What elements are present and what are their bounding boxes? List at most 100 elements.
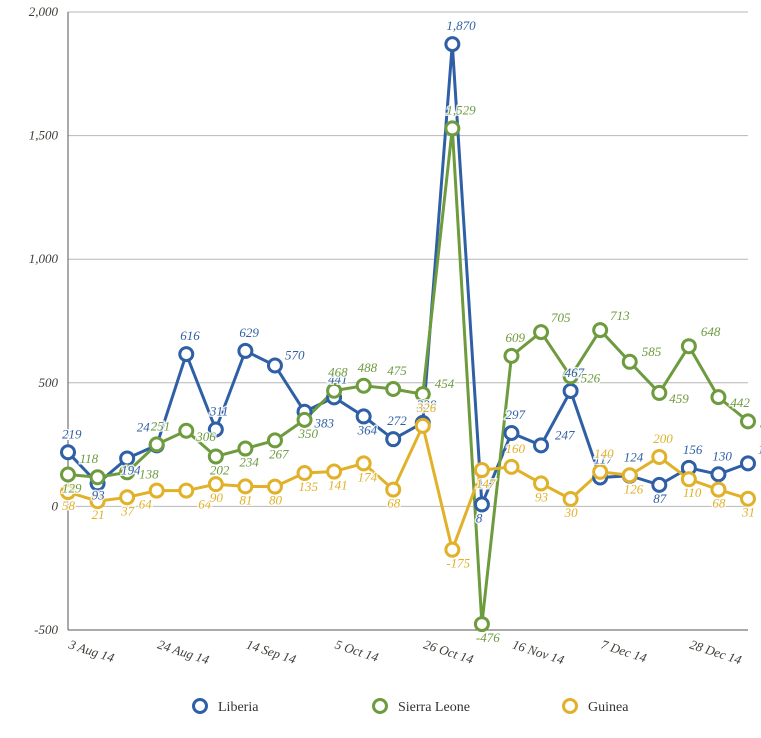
data-label: 1,529: [446, 102, 476, 117]
data-point: [564, 492, 577, 505]
x-tick-label: 14 Sep 14: [244, 637, 298, 667]
data-point: [180, 484, 193, 497]
data-label: 37: [120, 503, 135, 518]
x-tick-label: 26 Oct 14: [422, 637, 476, 667]
data-point: [712, 483, 725, 496]
data-label: 609: [505, 330, 525, 345]
data-label: 488: [358, 360, 378, 375]
data-label: 648: [701, 324, 721, 339]
series-line-guinea: [68, 426, 748, 550]
data-point: [416, 419, 429, 432]
data-label: 80: [269, 493, 283, 508]
data-label: 141: [328, 478, 348, 493]
data-label: 64: [139, 497, 153, 512]
data-point: [505, 426, 518, 439]
data-point: [535, 439, 548, 452]
data-point: [446, 122, 459, 135]
y-tick-label: -500: [34, 622, 58, 637]
data-label: 87: [653, 491, 667, 506]
data-point: [742, 492, 755, 505]
data-point: [150, 438, 163, 451]
data-point: [446, 543, 459, 556]
legend-marker-guinea: [564, 700, 577, 713]
data-point: [239, 442, 252, 455]
data-point: [742, 415, 755, 428]
data-label: 234: [239, 455, 259, 470]
data-point: [475, 464, 488, 477]
data-point: [239, 480, 252, 493]
data-label: 110: [683, 485, 702, 500]
data-label: 68: [712, 496, 726, 511]
data-point: [209, 478, 222, 491]
data-label: 21: [92, 507, 105, 522]
data-point: [387, 382, 400, 395]
data-label: 297: [505, 407, 525, 422]
data-label: 81: [239, 492, 252, 507]
data-label: 31: [741, 505, 755, 520]
data-label: 306: [195, 429, 216, 444]
data-point: [180, 424, 193, 437]
data-point: [535, 477, 548, 490]
data-label: 130: [712, 448, 732, 463]
legend-label: Liberia: [218, 700, 259, 715]
data-label: 247: [555, 427, 575, 442]
data-point: [298, 467, 311, 480]
data-label: 629: [239, 325, 259, 340]
x-tick-label: 28 Dec 14: [688, 637, 744, 668]
data-point: [712, 468, 725, 481]
data-point: [387, 483, 400, 496]
data-label: 118: [80, 451, 99, 466]
data-label: 194: [121, 462, 141, 477]
data-point: [150, 484, 163, 497]
x-tick-label: 7 Dec 14: [599, 637, 649, 666]
data-point: [62, 468, 75, 481]
data-point: [121, 491, 134, 504]
data-point: [564, 384, 577, 397]
data-label: 272: [387, 413, 407, 428]
legend-label: Sierra Leone: [398, 700, 470, 715]
data-label: 251: [151, 418, 171, 433]
y-tick-label: 0: [52, 498, 59, 513]
data-point: [180, 348, 193, 361]
data-label: 147: [476, 476, 496, 491]
data-label: 140: [594, 446, 614, 461]
data-point: [712, 391, 725, 404]
y-tick-label: 1,000: [29, 251, 59, 266]
data-label: 454: [435, 376, 455, 391]
data-point: [682, 340, 695, 353]
data-label: 350: [298, 426, 319, 441]
data-point: [475, 618, 488, 631]
data-label: 713: [610, 308, 630, 323]
data-point: [682, 473, 695, 486]
data-label: 442: [730, 395, 750, 410]
data-point: [298, 413, 311, 426]
data-label: 93: [535, 489, 549, 504]
data-point: [446, 38, 459, 51]
legend-marker-sierra-leone: [374, 700, 387, 713]
data-label: 135: [299, 479, 319, 494]
data-label: -175: [446, 556, 470, 571]
data-label: 459: [669, 391, 689, 406]
data-label: 475: [387, 363, 407, 378]
data-label: 8: [476, 510, 483, 525]
data-label: 124: [624, 450, 644, 465]
chart-svg: -50005001,0001,5002,0003 Aug 1424 Aug 14…: [0, 0, 761, 738]
data-point: [623, 355, 636, 368]
data-label: 156: [683, 442, 703, 457]
data-point: [594, 465, 607, 478]
x-tick-label: 5 Oct 14: [333, 637, 381, 665]
data-label: 90: [210, 490, 224, 505]
data-point: [475, 498, 488, 511]
x-tick-label: 24 Aug 14: [156, 637, 212, 668]
data-point: [91, 471, 104, 484]
data-point: [387, 433, 400, 446]
data-point: [357, 379, 370, 392]
legend-label: Guinea: [588, 700, 629, 715]
data-point: [505, 460, 518, 473]
y-tick-label: 500: [39, 375, 59, 390]
data-label: 468: [328, 365, 348, 380]
data-point: [505, 349, 518, 362]
data-point: [268, 480, 281, 493]
data-point: [268, 359, 281, 372]
data-label: 200: [653, 431, 673, 446]
